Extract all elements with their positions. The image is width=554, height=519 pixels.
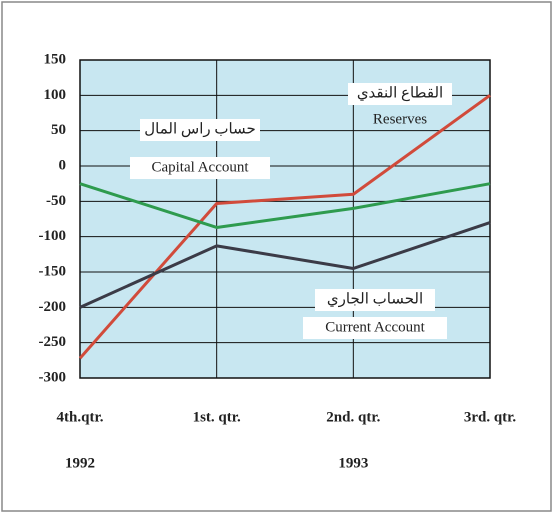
x-tick-label: 2nd. qtr. (326, 409, 380, 425)
annotation-en: Capital Account (151, 159, 249, 175)
annotation-en: Current Account (325, 319, 425, 335)
x-tick-label: 1st. qtr. (193, 409, 241, 425)
y-tick-label: -100 (39, 228, 67, 244)
annotation-en: Reserves (373, 111, 427, 127)
plot-border (79, 59, 491, 379)
y-tick-label: -200 (39, 299, 67, 315)
year-label: 1993 (338, 455, 368, 471)
y-tick-label: -250 (39, 334, 67, 350)
y-tick-label: -300 (39, 369, 67, 385)
line-series (79, 182, 491, 229)
y-tick-label: -150 (39, 263, 67, 279)
y-tick-label: 100 (44, 87, 67, 103)
annotation-bg (315, 289, 435, 311)
line-series (79, 221, 491, 309)
y-tick-label: 0 (59, 157, 67, 173)
annotation-ar: القطاع النقدي (357, 85, 443, 101)
y-tick-label: -50 (46, 193, 66, 209)
annotation-ar: الحساب الجاري (327, 291, 423, 307)
x-tick-label: 3rd. qtr. (464, 409, 517, 425)
y-tick-label: 50 (51, 122, 66, 138)
annotation-bg (348, 83, 452, 105)
annotation-ar: حساب راس المال (144, 121, 255, 137)
annotation-bg (130, 157, 270, 179)
y-tick-label: 150 (44, 51, 67, 67)
annotation-bg (303, 317, 447, 339)
x-tick-label: 4th.qtr. (57, 409, 104, 425)
year-label: 1992 (65, 455, 95, 471)
line-series (78, 94, 491, 360)
annotation-bg (140, 119, 260, 141)
